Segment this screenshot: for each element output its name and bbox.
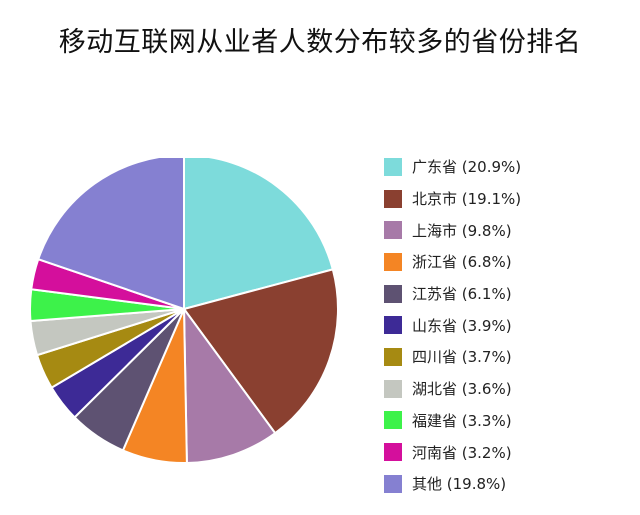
legend-item-4: 江苏省 (6.1%)	[384, 278, 521, 310]
legend-item-7: 湖北省 (3.6%)	[384, 373, 521, 405]
legend-label: 江苏省 (6.1%)	[412, 285, 512, 304]
legend-label: 广东省 (20.9%)	[412, 158, 522, 177]
pie-slice-0	[183, 158, 335, 311]
pie-slice-2	[182, 305, 277, 464]
chart-title: 移动互联网从业者人数分布较多的省份排名	[58, 27, 582, 58]
legend-item-10: 其他 (19.8%)	[384, 468, 521, 500]
legend-swatch	[384, 443, 402, 462]
legend-label: 河南省 (3.2%)	[412, 443, 512, 462]
legend-item-0: 广东省 (20.9%)	[384, 151, 521, 183]
legend-item-3: 浙江省 (6.8%)	[384, 246, 521, 278]
legend-item-6: 四川省 (3.7%)	[384, 341, 521, 373]
legend-swatch	[384, 157, 402, 176]
legend-item-1: 北京市 (19.1%)	[384, 183, 521, 215]
legend-swatch	[384, 411, 402, 430]
legend-item-8: 福建省 (3.3%)	[384, 405, 521, 437]
legend-swatch	[384, 284, 402, 303]
legend-swatch	[384, 316, 402, 335]
legend-label: 北京市 (19.1%)	[412, 190, 522, 209]
legend-item-2: 上海市 (9.8%)	[384, 214, 521, 246]
legend-label: 其他 (19.8%)	[412, 475, 507, 494]
legend-swatch	[384, 379, 402, 398]
chart-legend: 广东省 (20.9%) 北京市 (19.1%) 上海市 (9.8%) 浙江省 (6.8…	[384, 151, 521, 500]
legend-swatch	[384, 189, 402, 208]
legend-label: 山东省 (3.9%)	[412, 316, 512, 335]
pie-slice-10	[36, 158, 185, 311]
legend-label: 福建省 (3.3%)	[412, 411, 512, 430]
pie-chart	[29, 158, 339, 464]
legend-item-5: 山东省 (3.9%)	[384, 309, 521, 341]
legend-swatch	[384, 252, 402, 271]
legend-swatch	[384, 221, 402, 240]
legend-label: 四川省 (3.7%)	[412, 348, 512, 367]
legend-label: 上海市 (9.8%)	[412, 221, 512, 240]
legend-label: 浙江省 (6.8%)	[412, 253, 512, 272]
legend-item-9: 河南省 (3.2%)	[384, 436, 521, 468]
legend-swatch	[384, 474, 402, 493]
legend-swatch	[384, 347, 402, 366]
pie-slice-1	[182, 268, 339, 435]
legend-label: 湖北省 (3.6%)	[412, 380, 512, 399]
